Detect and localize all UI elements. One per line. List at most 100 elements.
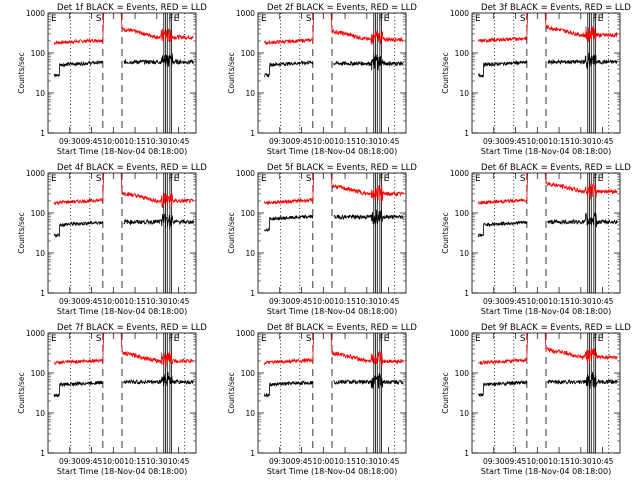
panel-title: Det 9f BLACK = Events, RED = LLD <box>481 323 631 333</box>
flag-E-end: E <box>174 334 180 344</box>
x-axis-label: Start Time (18-Nov-04 08:18:00) <box>267 467 397 476</box>
panel-det-5: Det 5f BLACK = Events, RED = LLD 1 10 100 10… <box>227 163 417 316</box>
series-lld-line <box>53 172 194 208</box>
y-tick-label: 1000 <box>236 9 255 18</box>
x-axis-label: Start Time (18-Nov-04 08:18:00) <box>267 307 397 316</box>
flag-F: F <box>379 334 384 344</box>
y-tick-label: 10 <box>245 249 255 258</box>
series-events-line <box>53 372 194 398</box>
x-tick-label: 10:15 <box>124 457 146 466</box>
y-tick-label: 10 <box>245 409 255 418</box>
flag-S: S <box>520 174 526 184</box>
y-tick-label: 1000 <box>26 329 45 338</box>
series-events-line <box>263 209 404 233</box>
flag-F: F <box>169 174 174 184</box>
x-axis-label: Start Time (18-Nov-04 08:18:00) <box>57 147 187 156</box>
x-tick-label: 10:15 <box>334 457 356 466</box>
series-events-line <box>263 53 404 78</box>
y-axis-label: Counts/sec <box>441 372 450 413</box>
flag-S: S <box>306 14 312 24</box>
panel-det-3: Det 3f BLACK = Events, RED = LLD 1 10 100 10… <box>441 3 631 156</box>
panel-title: Det 5f BLACK = Events, RED = LLD <box>267 163 417 173</box>
x-tick-label: 09:30 <box>59 457 81 466</box>
flag-E: E <box>475 14 481 24</box>
y-axis-label: Counts/sec <box>227 372 236 413</box>
y-tick-label: 1 <box>464 129 469 138</box>
x-tick-label: 09:45 <box>291 137 313 146</box>
flag-S: S <box>520 334 526 344</box>
y-tick-label: 100 <box>455 209 470 218</box>
flag-F: F <box>593 174 598 184</box>
y-axis-label: Counts/sec <box>17 212 26 253</box>
series-lld-line <box>263 332 404 366</box>
x-tick-label: 09:45 <box>505 297 527 306</box>
y-tick-label: 100 <box>455 49 470 58</box>
flag-S: S <box>96 14 102 24</box>
flag-E: E <box>261 334 267 344</box>
y-axis-label: Counts/sec <box>17 372 26 413</box>
x-axis-label: Start Time (18-Nov-04 08:18:00) <box>57 467 187 476</box>
flag-F: F <box>379 174 384 184</box>
panel-title: Det 7f BLACK = Events, RED = LLD <box>57 323 207 333</box>
flag-E-end: E <box>598 334 604 344</box>
y-tick-label: 100 <box>455 369 470 378</box>
y-tick-label: 10 <box>459 249 469 258</box>
flag-E: E <box>261 14 267 24</box>
series-events-line <box>478 372 618 398</box>
x-tick-label: 10:00 <box>102 137 124 146</box>
x-tick-label: 10:45 <box>168 457 190 466</box>
x-tick-label: 10:45 <box>592 137 614 146</box>
panel-det-2: Det 2f BLACK = Events, RED = LLD 1 10 100 10… <box>227 3 417 156</box>
x-tick-label: 10:45 <box>378 137 400 146</box>
x-tick-label: 10:45 <box>168 297 190 306</box>
x-tick-label: 10:00 <box>526 297 548 306</box>
y-tick-label: 1000 <box>450 329 469 338</box>
series-lld-line <box>263 172 404 206</box>
x-axis-label: Start Time (18-Nov-04 08:18:00) <box>481 307 611 316</box>
flag-E-end: E <box>598 14 604 24</box>
x-tick-label: 10:45 <box>378 457 400 466</box>
panel-det-1: Det 1f BLACK = Events, RED = LLD 1 10 100 10… <box>17 3 207 156</box>
x-axis-label: Start Time (18-Nov-04 08:18:00) <box>481 147 611 156</box>
panel-det-9: Det 9f BLACK = Events, RED = LLD 1 10 100 10… <box>441 323 631 476</box>
y-tick-label: 1 <box>464 289 469 298</box>
y-tick-label: 10 <box>245 89 255 98</box>
panel-title: Det 8f BLACK = Events, RED = LLD <box>267 323 417 333</box>
y-tick-label: 100 <box>241 369 256 378</box>
flag-E: E <box>475 174 481 184</box>
y-tick-label: 10 <box>459 409 469 418</box>
x-tick-label: 10:30 <box>570 297 592 306</box>
x-tick-label: 10:15 <box>124 137 146 146</box>
flag-E-end: E <box>384 334 390 344</box>
x-tick-label: 09:45 <box>81 457 103 466</box>
y-axis-label: Counts/sec <box>441 212 450 253</box>
y-tick-label: 1 <box>40 449 45 458</box>
flag-E-end: E <box>384 14 390 24</box>
flag-E-end: E <box>598 174 604 184</box>
series-lld-line <box>53 12 194 46</box>
y-tick-label: 1000 <box>450 169 469 178</box>
x-tick-label: 10:30 <box>570 137 592 146</box>
x-tick-label: 09:45 <box>505 137 527 146</box>
series-lld-line <box>477 332 618 366</box>
y-tick-label: 1000 <box>26 9 45 18</box>
flag-S: S <box>96 174 102 184</box>
y-tick-label: 1 <box>250 449 255 458</box>
x-tick-label: 09:30 <box>59 297 81 306</box>
y-tick-label: 10 <box>35 249 45 258</box>
x-tick-label: 09:30 <box>59 137 81 146</box>
flag-F: F <box>379 14 384 24</box>
x-tick-label: 10:45 <box>592 457 614 466</box>
x-tick-label: 10:00 <box>312 137 334 146</box>
series-events-line <box>53 53 194 78</box>
x-tick-label: 10:00 <box>312 297 334 306</box>
panel-det-8: Det 8f BLACK = Events, RED = LLD 1 10 100 10… <box>227 323 417 476</box>
x-tick-label: 10:30 <box>356 137 378 146</box>
y-tick-label: 1 <box>40 289 45 298</box>
flag-F: F <box>169 14 174 24</box>
y-axis-label: Counts/sec <box>227 52 236 93</box>
x-tick-label: 10:15 <box>124 297 146 306</box>
series-events-line <box>53 213 194 239</box>
y-tick-label: 10 <box>35 409 45 418</box>
panel-title: Det 1f BLACK = Events, RED = LLD <box>57 3 207 13</box>
